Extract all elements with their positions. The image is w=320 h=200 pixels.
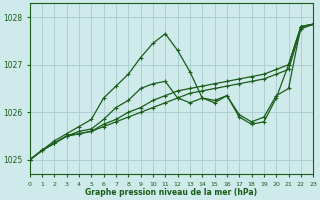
X-axis label: Graphe pression niveau de la mer (hPa): Graphe pression niveau de la mer (hPa) (85, 188, 258, 197)
